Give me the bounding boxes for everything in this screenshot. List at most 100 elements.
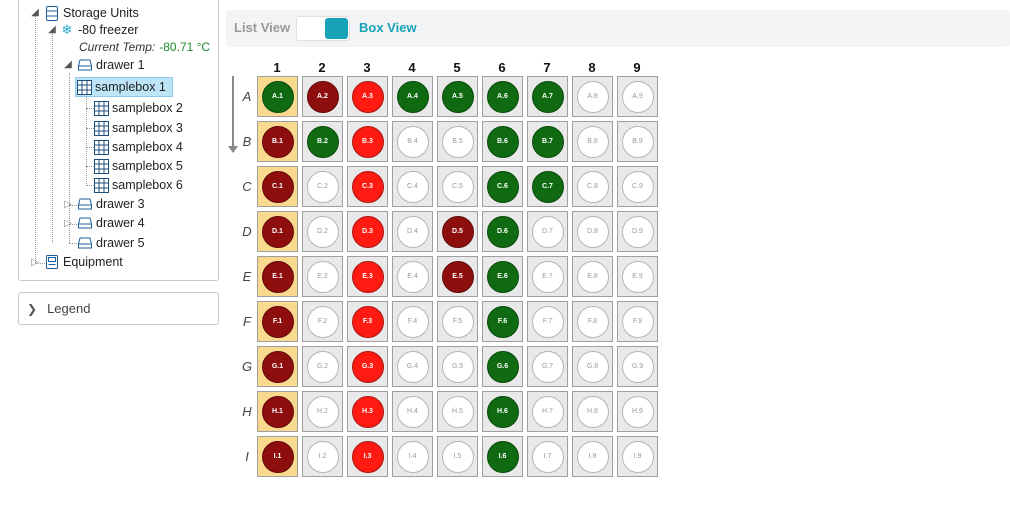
sample-well[interactable]: F.1 [261,305,294,338]
grid-cell[interactable]: B.9 [617,121,658,162]
grid-cell[interactable]: I.3 [347,436,388,477]
grid-cell[interactable]: D.9 [617,211,658,252]
sample-well[interactable]: B.7 [531,125,564,158]
grid-cell[interactable]: B.8 [572,121,613,162]
tree-node-drawer-1[interactable]: drawer 1 [77,55,145,75]
grid-cell[interactable]: E.2 [302,256,343,297]
grid-cell[interactable]: C.8 [572,166,613,207]
grid-cell[interactable]: I.5 [437,436,478,477]
sample-well[interactable]: D.8 [576,215,609,248]
grid-cell[interactable]: F.7 [527,301,568,342]
sample-well[interactable]: G.9 [621,350,654,383]
sample-well[interactable]: F.7 [531,305,564,338]
sample-well[interactable]: D.4 [396,215,429,248]
sample-well[interactable]: C.2 [306,170,339,203]
sample-well[interactable]: H.4 [396,395,429,428]
sample-well[interactable]: C.1 [261,170,294,203]
grid-cell[interactable]: C.5 [437,166,478,207]
sample-well[interactable]: I.9 [621,440,654,473]
tree-node-samplebox-2[interactable]: samplebox 2 [93,98,183,118]
collapse-toggle-icon[interactable]: ◢ [64,59,72,70]
sample-well[interactable]: I.7 [531,440,564,473]
grid-cell[interactable]: F.5 [437,301,478,342]
legend-toggle[interactable]: ❯ Legend [18,292,219,325]
sample-well[interactable]: C.6 [486,170,519,203]
sample-well[interactable]: B.3 [351,125,384,158]
grid-cell[interactable]: E.5 [437,256,478,297]
grid-cell[interactable]: A.2 [302,76,343,117]
sample-well[interactable]: H.8 [576,395,609,428]
sample-well[interactable]: B.5 [441,125,474,158]
sample-well[interactable]: D.1 [261,215,294,248]
grid-cell[interactable]: H.9 [617,391,658,432]
sample-well[interactable]: A.7 [531,80,564,113]
grid-cell[interactable]: C.1 [257,166,298,207]
expand-toggle-icon[interactable]: ▷ [31,257,39,268]
grid-cell[interactable]: A.5 [437,76,478,117]
sample-well[interactable]: B.4 [396,125,429,158]
grid-cell[interactable]: E.7 [527,256,568,297]
list-view-label[interactable]: List View [234,20,291,35]
sample-well[interactable]: G.6 [486,350,519,383]
sample-well[interactable]: A.2 [306,80,339,113]
grid-cell[interactable]: E.3 [347,256,388,297]
grid-cell[interactable]: H.3 [347,391,388,432]
sample-well[interactable]: I.2 [306,440,339,473]
grid-cell[interactable]: F.6 [482,301,523,342]
tree-node-samplebox-5[interactable]: samplebox 5 [93,156,183,176]
sample-well[interactable]: H.7 [531,395,564,428]
sample-well[interactable]: I.8 [576,440,609,473]
sample-well[interactable]: C.4 [396,170,429,203]
sample-well[interactable]: F.8 [576,305,609,338]
sample-well[interactable]: E.7 [531,260,564,293]
sample-well[interactable]: B.1 [261,125,294,158]
grid-cell[interactable]: D.5 [437,211,478,252]
sample-well[interactable]: F.3 [351,305,384,338]
grid-cell[interactable]: D.6 [482,211,523,252]
sample-well[interactable]: D.2 [306,215,339,248]
grid-cell[interactable]: C.4 [392,166,433,207]
sample-well[interactable]: H.6 [486,395,519,428]
grid-cell[interactable]: F.8 [572,301,613,342]
grid-cell[interactable]: D.2 [302,211,343,252]
sample-well[interactable]: E.6 [486,260,519,293]
sample-well[interactable]: I.3 [351,440,384,473]
sample-well[interactable]: E.4 [396,260,429,293]
grid-cell[interactable]: C.9 [617,166,658,207]
grid-cell[interactable]: D.1 [257,211,298,252]
grid-cell[interactable]: I.2 [302,436,343,477]
grid-cell[interactable]: F.2 [302,301,343,342]
grid-cell[interactable]: C.2 [302,166,343,207]
grid-cell[interactable]: B.2 [302,121,343,162]
sample-well[interactable]: C.5 [441,170,474,203]
view-toggle-switch[interactable] [296,16,350,41]
sample-well[interactable]: A.1 [261,80,294,113]
expand-toggle-icon[interactable]: ▷ [64,218,72,229]
sample-well[interactable]: D.7 [531,215,564,248]
sample-well[interactable]: F.9 [621,305,654,338]
grid-cell[interactable]: F.3 [347,301,388,342]
sample-well[interactable]: A.6 [486,80,519,113]
grid-cell[interactable]: F.1 [257,301,298,342]
grid-cell[interactable]: B.3 [347,121,388,162]
sample-well[interactable]: A.4 [396,80,429,113]
expand-toggle-icon[interactable]: ▷ [64,199,72,210]
grid-cell[interactable]: H.5 [437,391,478,432]
sample-well[interactable]: I.4 [396,440,429,473]
grid-cell[interactable]: H.1 [257,391,298,432]
grid-cell[interactable]: H.4 [392,391,433,432]
grid-cell[interactable]: C.6 [482,166,523,207]
sample-well[interactable]: G.7 [531,350,564,383]
grid-cell[interactable]: E.6 [482,256,523,297]
sample-well[interactable]: G.5 [441,350,474,383]
sample-well[interactable]: H.9 [621,395,654,428]
sample-well[interactable]: C.3 [351,170,384,203]
sample-well[interactable]: C.7 [531,170,564,203]
tree-node-samplebox-4[interactable]: samplebox 4 [93,137,183,157]
sample-well[interactable]: H.1 [261,395,294,428]
tree-node-storage-units[interactable]: Storage Units [44,3,139,23]
sample-well[interactable]: B.2 [306,125,339,158]
sample-well[interactable]: D.9 [621,215,654,248]
grid-cell[interactable]: G.6 [482,346,523,387]
grid-cell[interactable]: A.6 [482,76,523,117]
